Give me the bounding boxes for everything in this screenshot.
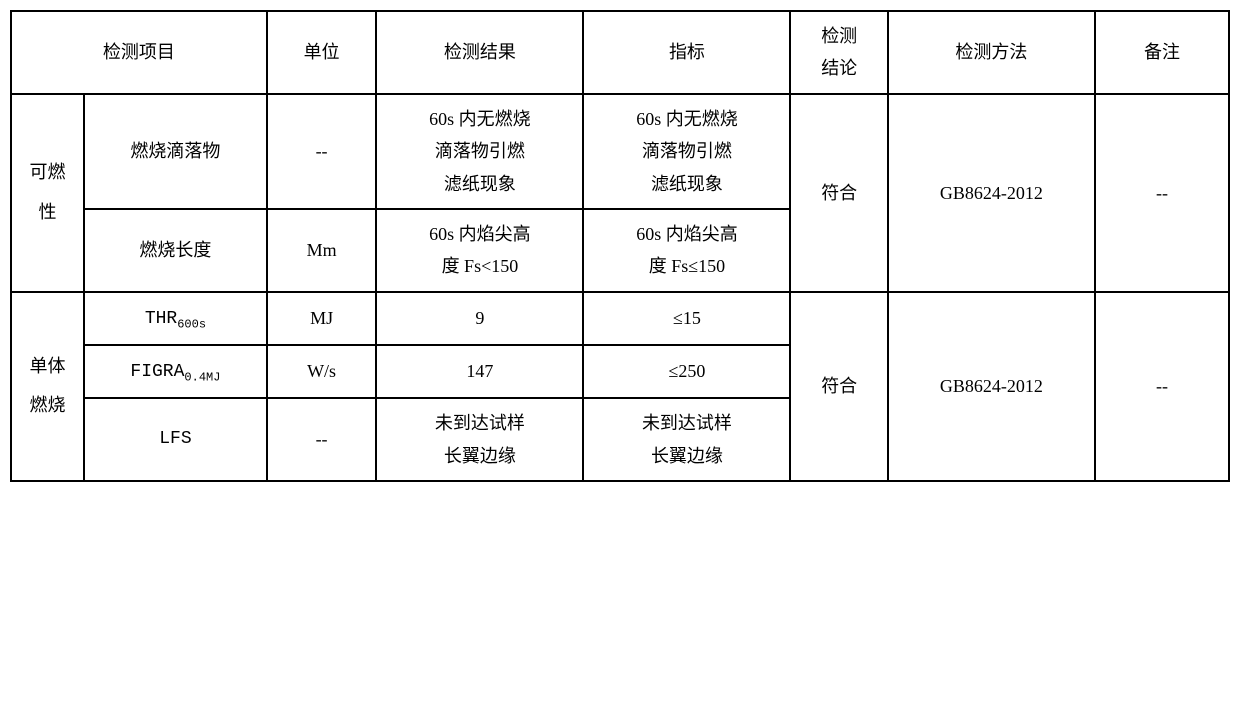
section2-row2-item: FIGRA0.4MJ xyxy=(84,345,267,398)
section1-row1-item: 燃烧滴落物 xyxy=(84,94,267,209)
header-unit: 单位 xyxy=(267,11,377,94)
section1-remark: -- xyxy=(1095,94,1229,292)
section1-row1-result-line2: 滴落物引燃 xyxy=(381,135,578,167)
section2-row2-result: 147 xyxy=(376,345,583,398)
section1-method: GB8624-2012 xyxy=(888,94,1095,292)
section1-row1-unit: -- xyxy=(267,94,377,209)
section1-row1-result-line3: 滤纸现象 xyxy=(381,168,578,200)
section2-row3-indicator: 未到达试样 长翼边缘 xyxy=(583,398,790,481)
header-item: 检测项目 xyxy=(11,11,267,94)
section1-category-line1: 可燃 xyxy=(16,153,79,193)
header-method: 检测方法 xyxy=(888,11,1095,94)
header-conclusion: 检测 结论 xyxy=(790,11,887,94)
section2-row3-result-line1: 未到达试样 xyxy=(381,407,578,439)
section2-row2-unit: W/s xyxy=(267,345,377,398)
section2-row1-item: THR600s xyxy=(84,292,267,345)
section2-row1: 单体 燃烧 THR600s MJ 9 ≤15 符合 GB8624-2012 -- xyxy=(11,292,1229,345)
section1-category-line2: 性 xyxy=(16,193,79,233)
section2-category-line2: 燃烧 xyxy=(16,386,79,426)
section1-row2-indicator: 60s 内焰尖高 度 Fs≤150 xyxy=(583,209,790,292)
section2-row3-unit: -- xyxy=(267,398,377,481)
header-indicator: 指标 xyxy=(583,11,790,94)
section2-row3-result-line2: 长翼边缘 xyxy=(381,440,578,472)
section2-row1-item-main: THR xyxy=(145,309,177,329)
section1-row1-indicator-line1: 60s 内无燃烧 xyxy=(588,103,785,135)
header-result: 检测结果 xyxy=(376,11,583,94)
section1-row1-result-line1: 60s 内无燃烧 xyxy=(381,103,578,135)
section1-row1-indicator-line3: 滤纸现象 xyxy=(588,168,785,200)
section2-row3-indicator-line1: 未到达试样 xyxy=(588,407,785,439)
section1-row2-indicator-line2: 度 Fs≤150 xyxy=(588,250,785,282)
section1-category: 可燃 性 xyxy=(11,94,84,292)
header-remark: 备注 xyxy=(1095,11,1229,94)
section1-row1-result: 60s 内无燃烧 滴落物引燃 滤纸现象 xyxy=(376,94,583,209)
inspection-table: 检测项目 单位 检测结果 指标 检测 结论 检测方法 备注 可燃 性 燃烧滴落物… xyxy=(10,10,1230,482)
header-conclusion-line2: 结论 xyxy=(795,52,882,84)
section1-row2-result-line2: 度 Fs<150 xyxy=(381,250,578,282)
section2-row1-unit: MJ xyxy=(267,292,377,345)
section2-conclusion: 符合 xyxy=(790,292,887,481)
section2-row3-result: 未到达试样 长翼边缘 xyxy=(376,398,583,481)
header-row: 检测项目 单位 检测结果 指标 检测 结论 检测方法 备注 xyxy=(11,11,1229,94)
section1-conclusion: 符合 xyxy=(790,94,887,292)
section2-row1-indicator: ≤15 xyxy=(583,292,790,345)
section2-row1-result: 9 xyxy=(376,292,583,345)
section1-row2-item: 燃烧长度 xyxy=(84,209,267,292)
section1-row2-indicator-line1: 60s 内焰尖高 xyxy=(588,218,785,250)
section1-row2-result-line1: 60s 内焰尖高 xyxy=(381,218,578,250)
section2-category: 单体 燃烧 xyxy=(11,292,84,481)
section1-row1-indicator: 60s 内无燃烧 滴落物引燃 滤纸现象 xyxy=(583,94,790,209)
section2-row1-item-sub: 600s xyxy=(177,317,206,331)
section2-row2-indicator: ≤250 xyxy=(583,345,790,398)
section1-row1-indicator-line2: 滴落物引燃 xyxy=(588,135,785,167)
section2-row2-item-main: FIGRA xyxy=(130,362,184,382)
section2-row2-item-sub: 0.4MJ xyxy=(184,371,220,385)
section1-row1: 可燃 性 燃烧滴落物 -- 60s 内无燃烧 滴落物引燃 滤纸现象 60s 内无… xyxy=(11,94,1229,209)
section2-row3-indicator-line2: 长翼边缘 xyxy=(588,440,785,472)
section2-category-line1: 单体 xyxy=(16,347,79,387)
section1-row2-unit: Mm xyxy=(267,209,377,292)
section2-row3-item: LFS xyxy=(84,398,267,481)
section2-remark: -- xyxy=(1095,292,1229,481)
section2-method: GB8624-2012 xyxy=(888,292,1095,481)
section1-row2-result: 60s 内焰尖高 度 Fs<150 xyxy=(376,209,583,292)
header-conclusion-line1: 检测 xyxy=(795,20,882,52)
